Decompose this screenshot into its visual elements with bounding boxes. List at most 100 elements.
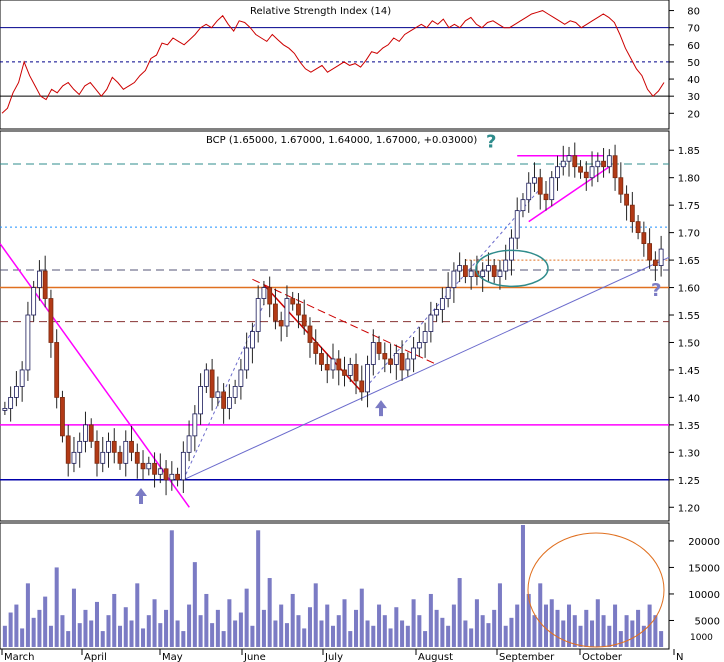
volume-bar xyxy=(2,625,7,647)
price-tick-label: 1.60 xyxy=(678,284,700,295)
question-mark-bottom: ? xyxy=(651,280,661,301)
price-tick-label: 1.75 xyxy=(678,201,700,212)
candle-body xyxy=(416,342,422,349)
price-tick-label: 1.30 xyxy=(678,448,700,459)
volume-bar xyxy=(94,601,99,647)
candle-body xyxy=(601,160,606,168)
volume-bar xyxy=(233,620,238,647)
candle-body xyxy=(641,232,647,245)
candle-body xyxy=(589,166,595,179)
candle-body xyxy=(324,364,330,371)
candle-body xyxy=(244,347,250,371)
candle-body xyxy=(65,435,71,464)
candle-body xyxy=(457,265,463,272)
up-arrow-may xyxy=(135,488,147,505)
volume-bar xyxy=(302,628,307,647)
price-tick-label: 1.20 xyxy=(678,503,700,514)
volume-bar xyxy=(394,607,399,647)
candle-body xyxy=(152,462,157,475)
rsi-tick-label: 30 xyxy=(687,92,700,103)
candle-body xyxy=(31,287,37,316)
volume-bar xyxy=(215,609,220,647)
volume-bar xyxy=(474,599,479,647)
triangle-bottom xyxy=(528,166,610,223)
candle-body xyxy=(134,451,140,464)
candle-body xyxy=(123,440,129,464)
volume-top-label: 1000 xyxy=(690,633,713,643)
volume-bar xyxy=(457,578,462,647)
volume-bar xyxy=(123,607,128,647)
volume-bar xyxy=(440,617,445,647)
volume-bar xyxy=(578,625,583,647)
volume-bar xyxy=(503,625,508,647)
volume-bar xyxy=(561,620,566,647)
candle-body xyxy=(618,177,624,195)
candle-body xyxy=(543,193,549,201)
volume-bar xyxy=(158,623,163,647)
candle-body xyxy=(376,342,382,354)
volume-bar xyxy=(313,583,318,647)
volume-bar xyxy=(100,631,105,647)
volume-bar xyxy=(169,530,174,647)
volume-bar xyxy=(296,615,301,647)
x-tick-label: March xyxy=(4,652,34,662)
price-tick-label: 1.45 xyxy=(678,366,700,377)
candle-body xyxy=(353,364,359,382)
candle-body xyxy=(146,462,152,470)
volume-bar xyxy=(567,604,572,647)
volume-bar xyxy=(141,628,146,647)
candle-body xyxy=(647,243,653,261)
volume-bar xyxy=(112,593,117,647)
volume-bar xyxy=(509,617,514,647)
candle-body xyxy=(480,270,486,277)
candle-body xyxy=(439,298,445,310)
question-mark-top: ? xyxy=(486,131,496,152)
volume-bar xyxy=(354,609,359,647)
volume-bar xyxy=(497,583,502,647)
candle-body xyxy=(491,265,497,277)
volume-bar xyxy=(359,588,364,647)
candle-body xyxy=(509,237,514,261)
candle-body xyxy=(54,342,60,398)
candle-body xyxy=(307,325,313,343)
volume-bar xyxy=(221,631,226,647)
volume-bar xyxy=(89,620,94,647)
volume-bar xyxy=(480,615,485,647)
candle-body xyxy=(290,298,296,305)
volume-bar xyxy=(515,604,520,647)
volume-bar xyxy=(417,615,422,647)
price-panel xyxy=(0,130,670,522)
volume-bar xyxy=(14,604,19,647)
volume-bar xyxy=(348,631,353,647)
volume-bar xyxy=(618,631,623,647)
candle-body xyxy=(382,353,388,360)
candle-body xyxy=(301,314,307,327)
up-arrow-july xyxy=(375,400,387,417)
volume-bar xyxy=(538,583,543,647)
candle-body xyxy=(215,391,221,398)
candle-body xyxy=(48,298,54,343)
volume-bar xyxy=(584,609,589,647)
volume-bar xyxy=(532,615,537,647)
volume-bar xyxy=(43,596,48,647)
volume-bar xyxy=(526,593,531,647)
price-tick-label: 1.65 xyxy=(678,256,700,267)
candle-body xyxy=(319,353,324,365)
x-tick-label: May xyxy=(162,652,183,662)
candle-body xyxy=(77,440,83,453)
volume-ellipse xyxy=(527,532,665,648)
candle-body xyxy=(468,270,474,277)
volume-bar xyxy=(284,623,289,647)
volume-bar xyxy=(54,567,59,647)
candle-body xyxy=(175,473,180,481)
candle-body xyxy=(658,248,664,266)
volume-bar xyxy=(492,609,497,647)
volume-bar xyxy=(20,628,25,647)
candle-body xyxy=(555,166,560,179)
volume-bar xyxy=(117,625,123,647)
volume-bar xyxy=(31,617,36,647)
candle-body xyxy=(578,166,583,173)
volume-bar xyxy=(106,615,111,647)
candle-body xyxy=(393,353,399,365)
volume-bar xyxy=(405,625,410,647)
